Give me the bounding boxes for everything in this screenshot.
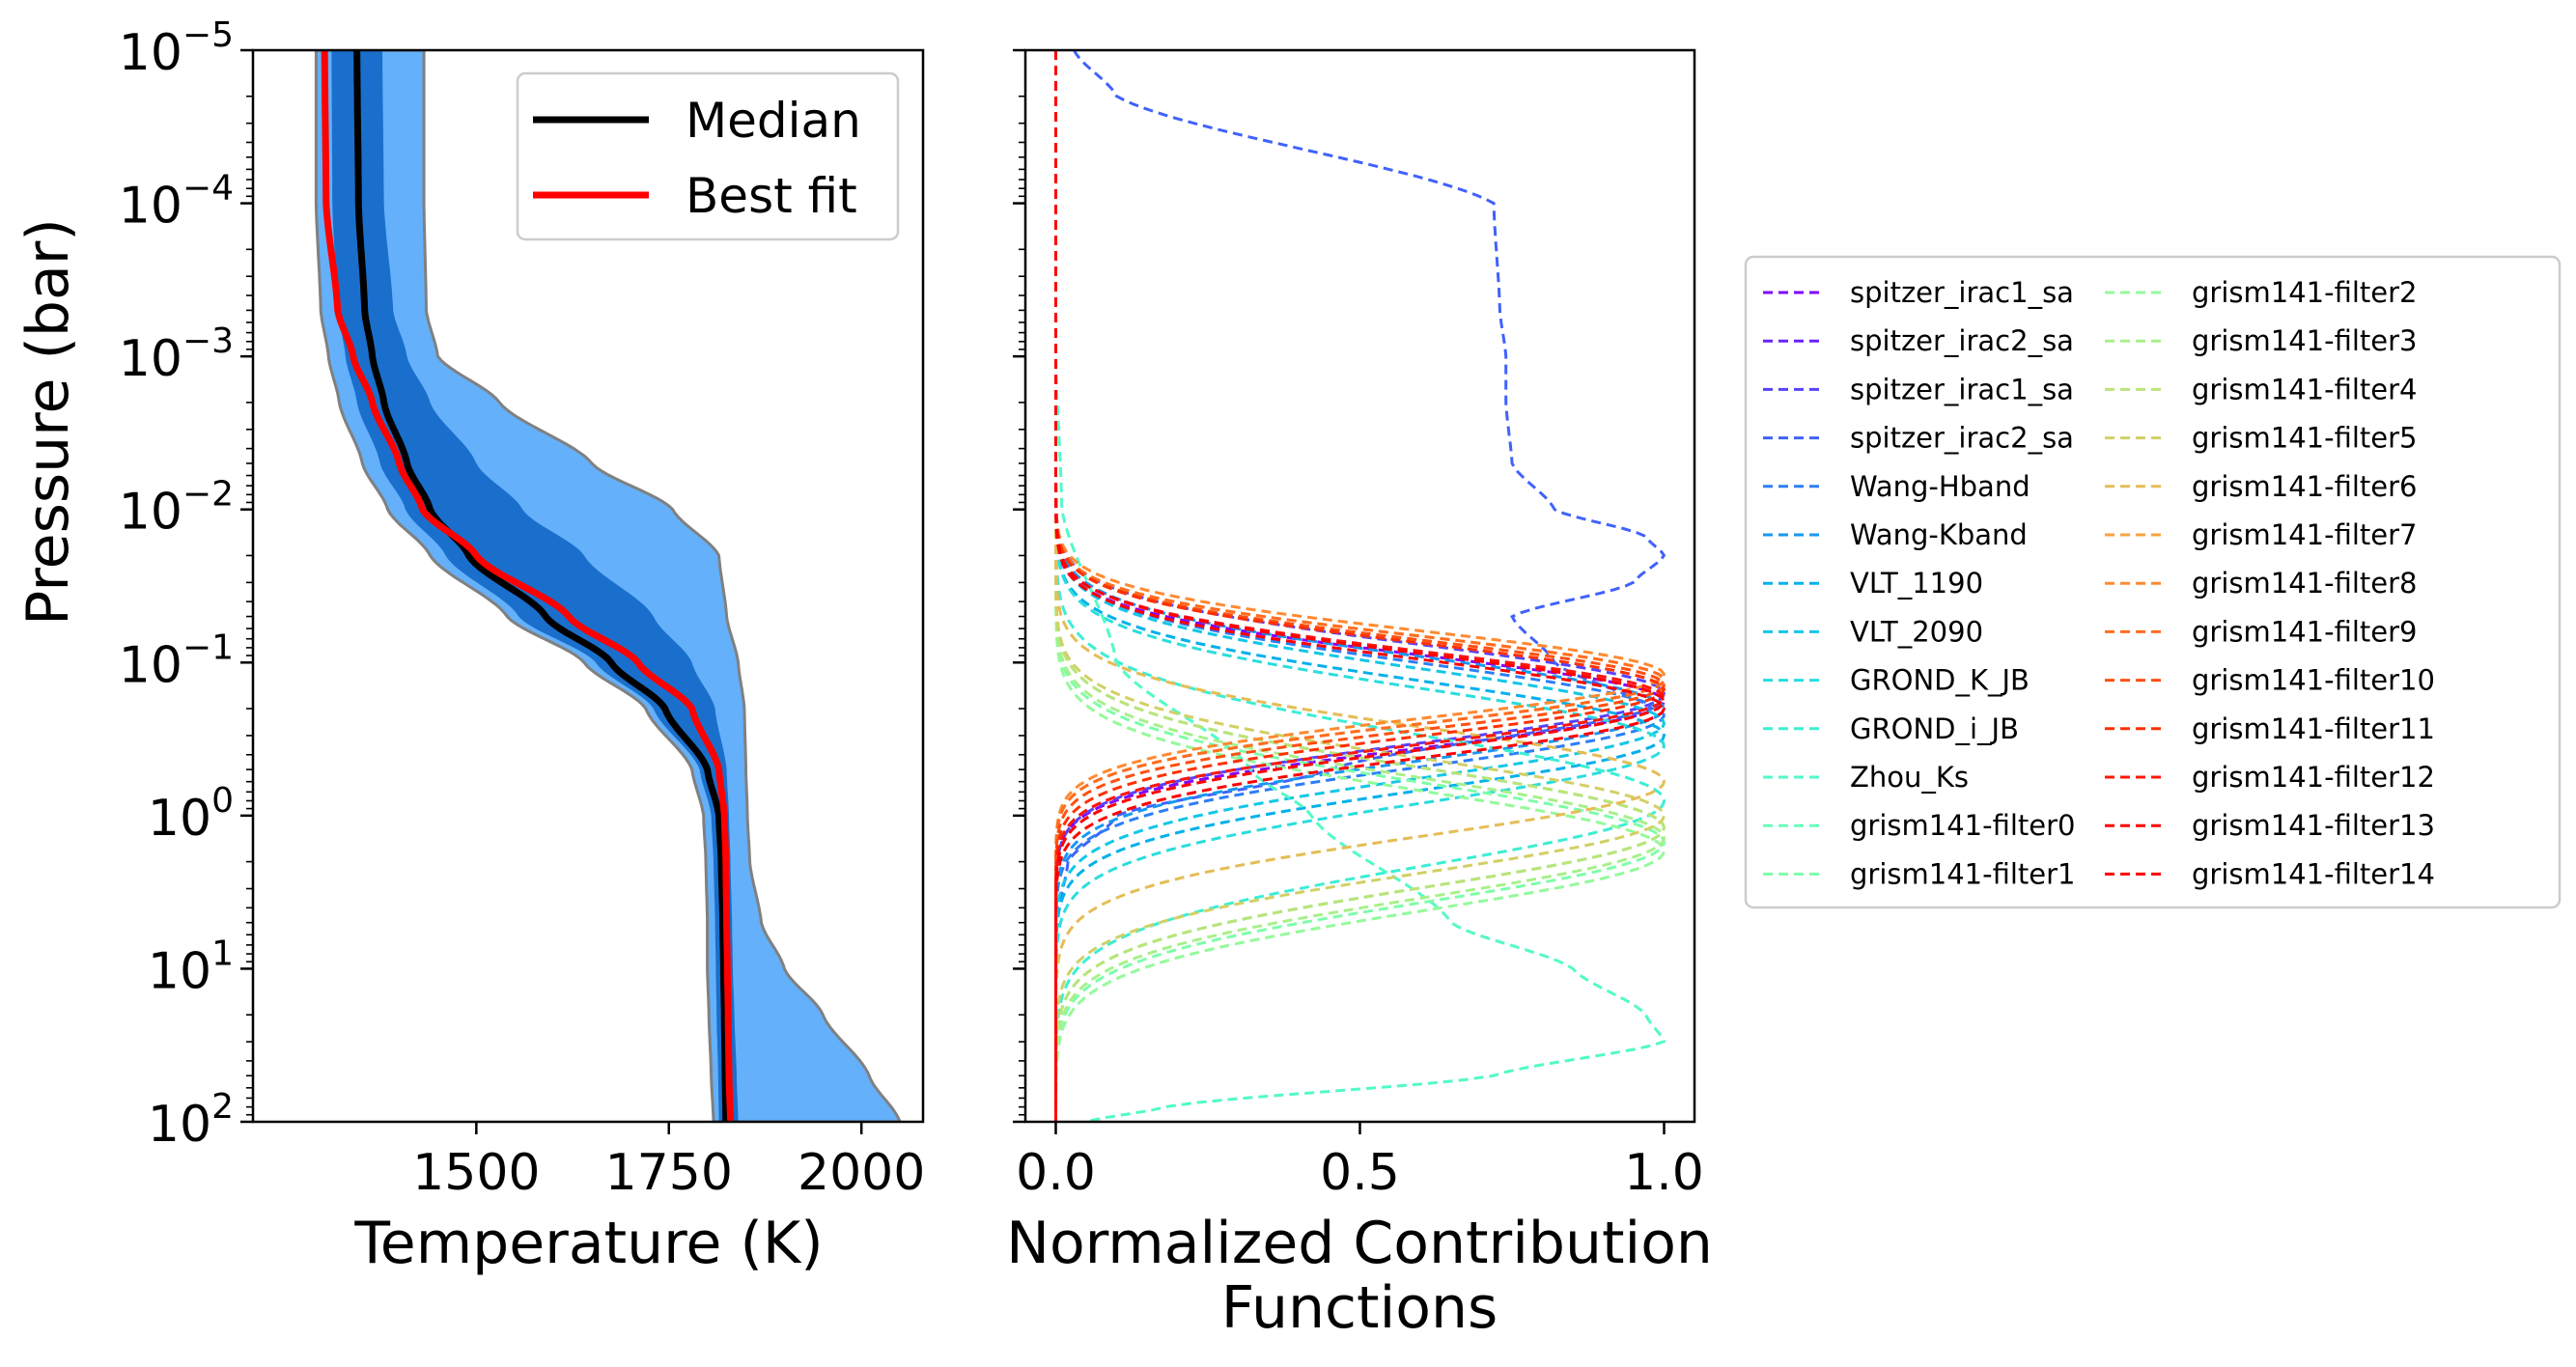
cf-line (1054, 50, 1666, 1122)
cf-plot-area (1054, 50, 1666, 1122)
cf-legend-label: spitzer_irac2_sa (1850, 324, 2074, 357)
cf-line (1054, 50, 1666, 1122)
x-tick-label: 2000 (798, 1144, 925, 1202)
y-tick-label: 10−3 (119, 321, 234, 388)
cf-legend-label: grism141-filter7 (2192, 518, 2417, 551)
tp-plot-area (314, 50, 902, 1122)
cf-line (1054, 50, 1666, 1122)
cf-legend-label: grism141-filter1 (1850, 857, 2075, 890)
cf-line (1054, 50, 1666, 1122)
left-xlabel: Temperature (K) (353, 1210, 823, 1277)
right-xlabel-line2: Functions (1221, 1274, 1498, 1342)
cf-line (1054, 50, 1666, 1122)
tp-legend-label: Median (686, 93, 861, 149)
cf-line (1054, 50, 1666, 1122)
cf-line (1054, 50, 1666, 1122)
temperature-pressure-panel: 10−5 10−4 10−3 10−2 10−1 100 101 102 1500 1750 200… (119, 15, 926, 1202)
median-line (353, 50, 730, 1122)
inner-confidence-band (331, 50, 739, 1122)
tp-legend: Median Best fit (516, 71, 900, 241)
cf-line (1054, 50, 1666, 1122)
cf-line (1054, 50, 1666, 1122)
tp-legend-label: Best fit (686, 168, 857, 224)
cf-line (1054, 50, 1666, 1122)
cf-line (1054, 50, 1666, 1122)
cf-line (1054, 50, 1666, 1122)
cf-line (1054, 50, 1666, 1122)
left-ylabel: Pressure (bar) (14, 218, 82, 626)
cf-line (1054, 50, 1666, 1122)
cf-legend-label: GROND_K_JB (1850, 664, 2030, 697)
cf-legend-label: spitzer_irac1_sa (1850, 373, 2074, 405)
x-tick-label: 0.0 (1016, 1144, 1096, 1202)
y-tick-label: 101 (148, 934, 234, 1000)
contribution-function-panel: 0.0 0.5 1.0 (1013, 48, 1704, 1202)
cf-legend-label: Zhou_Ks (1850, 761, 1969, 794)
y-tick-label: 10−5 (119, 15, 234, 82)
cf-legend-label: grism141-filter10 (2192, 664, 2435, 697)
cf-legend-label: grism141-filter0 (1850, 809, 2075, 842)
cf-legend-label: Wang-Kband (1850, 518, 2028, 551)
cf-line (1054, 50, 1666, 1122)
cf-legend-label: grism141-filter2 (2192, 276, 2417, 309)
y-tick-label: 10−4 (119, 169, 234, 236)
cf-legend-label: VLT_1190 (1850, 567, 1983, 600)
y-tick-label: 10−2 (119, 475, 234, 542)
tp-axes-frame (251, 48, 925, 1124)
cf-line (1054, 50, 1666, 1122)
cf-legend-label: grism141-filter9 (2192, 615, 2417, 648)
cf-legend-label: grism141-filter14 (2192, 857, 2435, 890)
best-fit-line (321, 50, 735, 1122)
cf-legend-label: grism141-filter3 (2192, 324, 2417, 357)
cf-line (1054, 50, 1666, 1122)
cf-line (1054, 50, 1666, 1122)
cf-line (1054, 50, 1666, 1122)
cf-legend-label: grism141-filter5 (2192, 422, 2417, 455)
cf-legend-label: spitzer_irac2_sa (1850, 422, 2074, 455)
cf-line (1054, 50, 1666, 1122)
y-tick-label: 102 (148, 1087, 234, 1154)
cf-line (1054, 50, 1666, 1122)
cf-legend-label: grism141-filter11 (2192, 712, 2435, 745)
cf-legend-label: grism141-filter13 (2192, 809, 2435, 842)
y-tick-label: 10−1 (119, 628, 234, 694)
right-xlabel: Normalized Contribution (1006, 1210, 1713, 1277)
cf-line (1054, 50, 1666, 1122)
cf-line (1054, 50, 1666, 1122)
cf-legend-label: grism141-filter4 (2192, 373, 2417, 405)
y-tick-label: 100 (148, 781, 234, 848)
cf-legend-label: spitzer_irac1_sa (1850, 276, 2074, 309)
cf-line (1054, 50, 1666, 1122)
cf-legend-label: GROND_i_JB (1850, 712, 2019, 745)
x-tick-label: 1750 (605, 1144, 733, 1202)
contribution-legend: spitzer_irac1_sa spitzer_irac2_sa spitzer_… (1744, 255, 2562, 909)
cf-legend-label: grism141-filter6 (2192, 470, 2417, 503)
x-tick-label: 1.0 (1624, 1144, 1704, 1202)
cf-line (1054, 50, 1666, 1122)
x-tick-label: 1500 (412, 1144, 540, 1202)
cf-line (1054, 50, 1666, 1122)
cf-legend-label: grism141-filter8 (2192, 567, 2417, 600)
x-tick-label: 0.5 (1320, 1144, 1400, 1202)
cf-legend-label: VLT_2090 (1850, 615, 1983, 648)
cf-legend-label: Wang-Hband (1850, 470, 2030, 503)
cf-legend-label: grism141-filter12 (2192, 761, 2435, 794)
